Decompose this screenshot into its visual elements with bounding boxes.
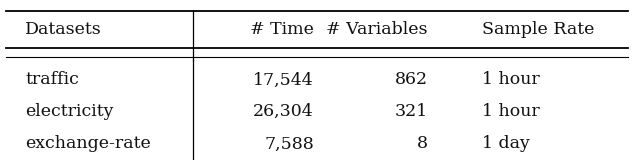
Text: 862: 862	[395, 72, 428, 88]
Text: 321: 321	[395, 103, 428, 120]
Text: 1 day: 1 day	[482, 136, 530, 152]
Text: 8: 8	[417, 136, 428, 152]
Text: # Time: # Time	[250, 21, 314, 38]
Text: 1 hour: 1 hour	[482, 72, 540, 88]
Text: 1 hour: 1 hour	[482, 103, 540, 120]
Text: exchange-rate: exchange-rate	[25, 136, 151, 152]
Text: Datasets: Datasets	[25, 21, 102, 38]
Text: electricity: electricity	[25, 103, 114, 120]
Text: 7,588: 7,588	[264, 136, 314, 152]
Text: 17,544: 17,544	[253, 72, 314, 88]
Text: Sample Rate: Sample Rate	[482, 21, 594, 38]
Text: # Variables: # Variables	[327, 21, 428, 38]
Text: 26,304: 26,304	[253, 103, 314, 120]
Text: traffic: traffic	[25, 72, 79, 88]
